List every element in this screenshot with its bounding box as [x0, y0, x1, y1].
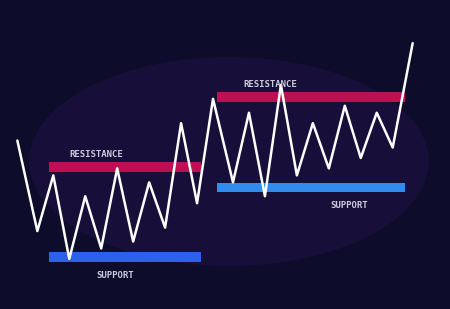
Ellipse shape	[29, 57, 429, 266]
Text: SUPPORT: SUPPORT	[331, 201, 369, 210]
Text: RESISTANCE: RESISTANCE	[243, 80, 297, 89]
Bar	[217, 92, 405, 102]
Bar	[50, 252, 201, 262]
Bar	[217, 183, 405, 193]
Bar	[50, 162, 201, 171]
Text: RESISTANCE: RESISTANCE	[69, 150, 123, 159]
Text: SUPPORT: SUPPORT	[96, 271, 134, 280]
